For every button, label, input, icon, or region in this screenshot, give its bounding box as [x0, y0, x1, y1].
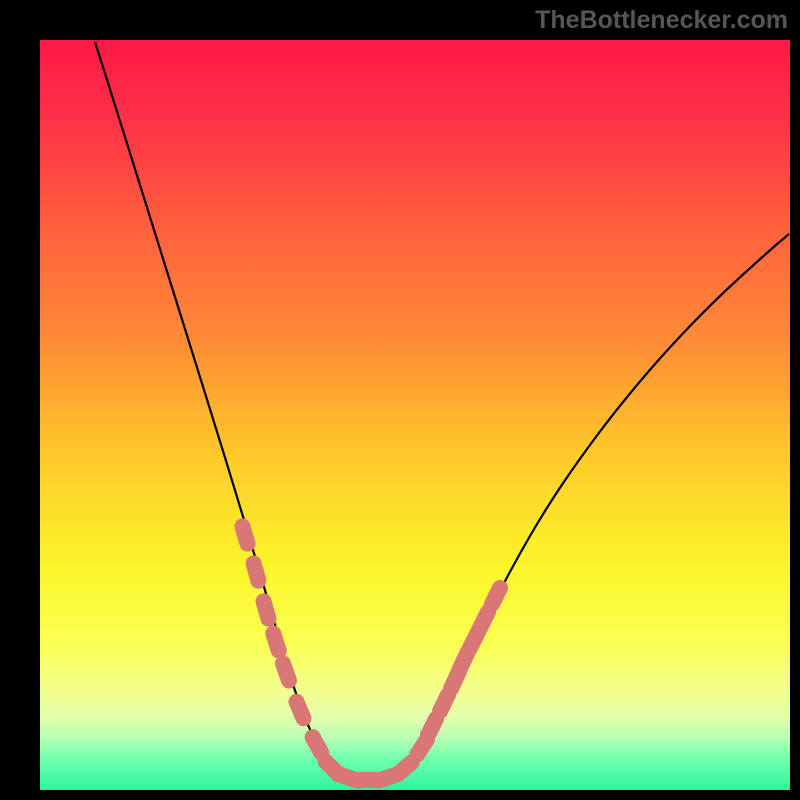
curve-marker: [286, 691, 314, 729]
curve-marker: [254, 591, 279, 628]
curve-marker: [244, 553, 269, 590]
chart-svg: [0, 0, 800, 800]
curve-marker: [273, 653, 299, 690]
bottleneck-curve: [95, 42, 789, 780]
curve-marker: [263, 623, 289, 660]
curve-marker: [232, 516, 257, 553]
